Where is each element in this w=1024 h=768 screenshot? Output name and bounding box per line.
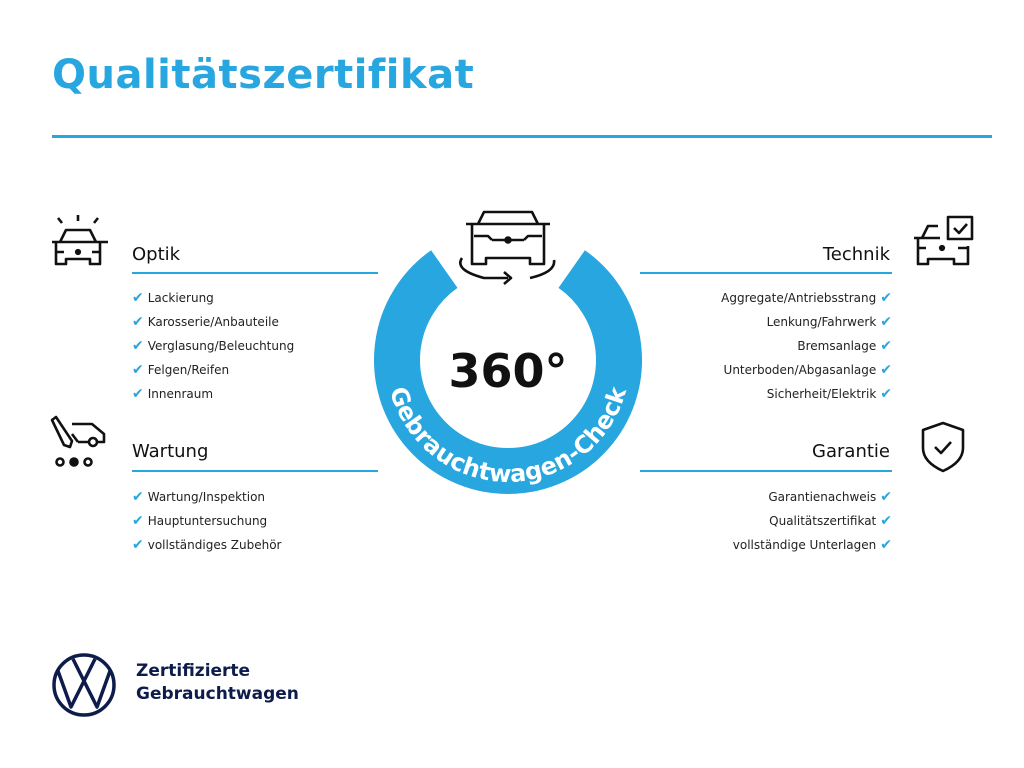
- vw-logo: [52, 653, 116, 717]
- wartung-list: ✔ Wartung/Inspektion ✔ Hauptuntersuchung ✔…: [132, 485, 282, 557]
- check-icon: ✔: [132, 513, 144, 529]
- list-item: ✔ Innenraum: [132, 386, 214, 402]
- check-icon: ✔: [880, 537, 892, 553]
- section-heading-wartung: Wartung: [132, 441, 209, 462]
- check-icon: ✔: [880, 489, 892, 505]
- list-item: ✔ Felgen/Reifen: [132, 362, 230, 378]
- list-item: ✔ Hauptuntersuchung: [132, 513, 268, 529]
- garantie-divider: [640, 470, 892, 472]
- title-divider: [52, 135, 992, 138]
- badge-ring: [374, 250, 642, 494]
- check-icon: ✔: [132, 362, 144, 378]
- list-item: ✔ Wartung/Inspektion: [132, 489, 266, 505]
- list-item: Qualitätszertifikat ✔: [769, 513, 892, 529]
- check-icon: ✔: [132, 386, 144, 402]
- list-item: Sicherheit/Elektrik ✔: [766, 386, 892, 402]
- brand-line-1: Zertifizierte: [136, 661, 251, 681]
- shield-check-icon: [921, 421, 965, 473]
- wartung-divider: [132, 470, 378, 472]
- brand-line-2: Gebrauchtwagen: [136, 684, 299, 704]
- list-item: Lenkung/Fahrwerk ✔: [766, 314, 892, 330]
- list-item: ✔ Lackierung: [132, 290, 214, 306]
- list-item: Bremsanlage ✔: [797, 338, 892, 354]
- section-heading-optik: Optik: [132, 244, 181, 265]
- section-heading-technik: Technik: [822, 244, 890, 265]
- optik-divider: [132, 272, 378, 274]
- list-item: Aggregate/Antriebsstrang ✔: [721, 290, 892, 306]
- list-item: ✔ vollständiges Zubehör: [132, 537, 282, 553]
- car-rotate-icon: [459, 210, 556, 285]
- list-item: Garantienachweis ✔: [768, 489, 892, 505]
- check-icon: ✔: [880, 362, 892, 378]
- check-icon: ✔: [132, 338, 144, 354]
- list-item: vollständige Unterlagen ✔: [732, 537, 892, 553]
- badge-number: 360°: [448, 344, 567, 398]
- car-lights-icon: [52, 215, 108, 266]
- car-checkbox-icon: [914, 215, 974, 266]
- list-item: ✔ Verglasung/Beleuchtung: [132, 338, 295, 354]
- check-icon: ✔: [880, 386, 892, 402]
- check-icon: ✔: [880, 314, 892, 330]
- list-item: Unterboden/Abgasanlage ✔: [723, 362, 892, 378]
- badge-ring-text: Gebrauchtwagen-Check: [384, 383, 633, 489]
- garantie-list: Garantienachweis ✔ Qualitätszertifikat ✔ v…: [733, 485, 892, 557]
- check-icon: ✔: [132, 314, 144, 330]
- brand-text: Zertifizierte Gebrauchtwagen: [136, 660, 299, 706]
- page-title: Qualitätszertifikat: [52, 52, 475, 98]
- section-heading-garantie: Garantie: [812, 441, 890, 462]
- service-van-icon: [50, 415, 106, 467]
- check-icon: ✔: [132, 489, 144, 505]
- check-icon: ✔: [880, 290, 892, 306]
- check-icon: ✔: [880, 513, 892, 529]
- technik-list: Aggregate/Antriebsstrang ✔ Lenkung/Fahrwe…: [721, 286, 892, 406]
- check-icon: ✔: [132, 537, 144, 553]
- optik-list: ✔ Lackierung ✔ Karosserie/Anbauteile ✔ Verg…: [132, 286, 294, 406]
- technik-divider: [640, 272, 892, 274]
- check-icon: ✔: [132, 290, 144, 306]
- list-item: ✔ Karosserie/Anbauteile: [132, 314, 279, 330]
- check-icon: ✔: [880, 338, 892, 354]
